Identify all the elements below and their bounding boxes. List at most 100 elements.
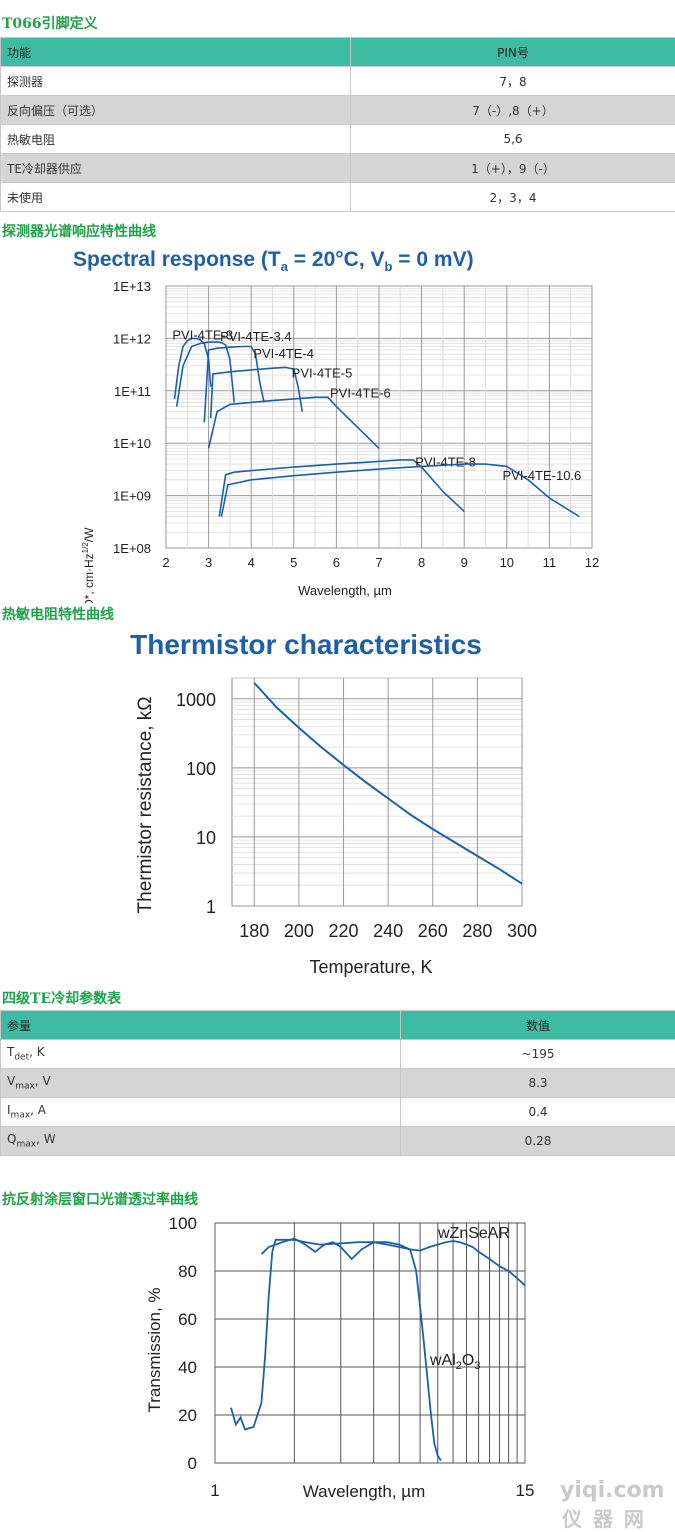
- pin-function-cell: 探测器: [1, 67, 351, 96]
- te-param-cell: Imax, A: [1, 1098, 401, 1127]
- window-y-tick: 0: [188, 1454, 197, 1473]
- pin-table: 功能 PIN号 探测器 7，8 反向偏压（可选） 7（-）,8（+） 热敏电阻 …: [0, 37, 675, 212]
- series-label-wznsear: wZnSeAR: [437, 1225, 510, 1242]
- thermistor-x-tick: 300: [507, 921, 537, 941]
- spectral-series-label: PVI-4TE-10.6: [503, 468, 582, 483]
- pin-number-cell: 7（-）,8（+）: [351, 96, 675, 125]
- te-table-header: 参量 数值: [1, 1011, 675, 1040]
- thermistor-x-tick: 200: [284, 921, 314, 941]
- thermistor-y-axis-label: Thermistor resistance, kΩ: [135, 697, 156, 914]
- pin-table-header: 功能 PIN号: [1, 38, 675, 67]
- spectral-x-axis-label: Wavelength, µm: [298, 583, 392, 598]
- te-param-subscript: max: [15, 1082, 35, 1092]
- pin-number-cell: 1（+），9（-）: [351, 154, 675, 183]
- spectral-x-tick: 10: [500, 555, 514, 570]
- spectral-y-tick: 1E+13: [113, 279, 151, 294]
- window-y-tick: 20: [178, 1406, 197, 1425]
- watermark-text: yiqi.com: [560, 1478, 665, 1503]
- window-y-tick: 40: [178, 1358, 197, 1377]
- te-param-unit: , V: [35, 1074, 51, 1088]
- thermistor-x-axis-label: Temperature, K: [309, 957, 432, 977]
- te-param-cell: Vmax, V: [1, 1069, 401, 1098]
- thermistor-x-tick: 180: [239, 921, 269, 941]
- thermistor-x-tick: 280: [462, 921, 492, 941]
- pin-number-cell: 7，8: [351, 67, 675, 96]
- spectral-x-tick: 9: [461, 555, 468, 570]
- table-row: 未使用 2，3，4: [1, 183, 675, 212]
- pin-header-pin: PIN号: [351, 38, 675, 67]
- table-row: 反向偏压（可选） 7（-）,8（+）: [1, 96, 675, 125]
- te-param-unit: , A: [30, 1103, 46, 1117]
- te-table: 参量 数值 Tdet, K ~195 Vmax, V 8.3 Imax, A 0…: [0, 1010, 675, 1156]
- te-param-symbol: V: [7, 1074, 15, 1088]
- te-param-cell: Tdet, K: [1, 1040, 401, 1069]
- thermistor-plot-area: [232, 678, 522, 906]
- te-header-param: 参量: [1, 1011, 401, 1040]
- spectral-y-axis-label: D*, cm·Hz1/2/W: [81, 527, 96, 603]
- thermistor-x-tick: 260: [418, 921, 448, 941]
- pin-section-title: T066引脚定义: [2, 13, 98, 33]
- table-row: TE冷却器供应 1（+），9（-）: [1, 154, 675, 183]
- thermistor-chart: Thermistor characteristics 180 200 220 240 2…: [0, 620, 675, 980]
- thermistor-y-tick: 100: [186, 759, 216, 779]
- te-value-cell: 0.4: [401, 1098, 675, 1127]
- te-param-subscript: max: [16, 1140, 36, 1150]
- te-param-subscript: det: [14, 1053, 29, 1063]
- spectral-series-label: PVI-4TE-5: [292, 365, 353, 380]
- spectral-x-tick: 8: [418, 555, 425, 570]
- spectral-series-label: PVI-4TE-8: [415, 454, 476, 469]
- spectral-y-tick: 1E+11: [114, 384, 151, 399]
- window-y-tick: 80: [178, 1262, 197, 1281]
- table-row: Tdet, K ~195: [1, 1040, 675, 1069]
- spectral-x-tick: 11: [543, 555, 557, 570]
- te-value-cell: 0.28: [401, 1127, 675, 1156]
- spectral-series-label: PVI-4TE-3.4: [220, 329, 292, 344]
- window-y-tick: 60: [178, 1310, 197, 1329]
- spectral-x-tick: 4: [248, 555, 255, 570]
- table-row: Vmax, V 8.3: [1, 1069, 675, 1098]
- pin-header-function: 功能: [1, 38, 351, 67]
- pin-function-cell: 反向偏压（可选）: [1, 96, 351, 125]
- spectral-x-tick: 6: [333, 555, 340, 570]
- spectral-y-tick: 1E+12: [113, 331, 151, 346]
- spectral-chart-title: Spectral response (Ta = 20°C, Vb = 0 mV): [73, 248, 474, 274]
- table-row: Qmax, W 0.28: [1, 1127, 675, 1156]
- te-param-unit: , W: [36, 1132, 56, 1146]
- table-row: Imax, A 0.4: [1, 1098, 675, 1127]
- te-value-cell: ~195: [401, 1040, 675, 1069]
- pin-function-cell: 热敏电阻: [1, 125, 351, 154]
- thermistor-y-tick: 1000: [176, 690, 216, 710]
- pin-function-cell: 未使用: [1, 183, 351, 212]
- pin-number-cell: 2，3，4: [351, 183, 675, 212]
- pin-function-cell: TE冷却器供应: [1, 154, 351, 183]
- spectral-x-tick: 12: [585, 555, 599, 570]
- table-row: 热敏电阻 5,6: [1, 125, 675, 154]
- thermistor-x-tick: 240: [373, 921, 403, 941]
- te-param-unit: , K: [29, 1045, 45, 1059]
- pin-number-cell: 5,6: [351, 125, 675, 154]
- window-x-tick: 15: [516, 1481, 535, 1500]
- spectral-chart: Spectral response (Ta = 20°C, Vb = 0 mV)…: [0, 238, 675, 603]
- thermistor-y-tick: 1: [206, 897, 216, 917]
- window-x-tick: 1: [210, 1481, 219, 1500]
- thermistor-chart-title: Thermistor characteristics: [130, 629, 482, 660]
- spectral-series-label: PVI-4TE-6: [330, 386, 391, 401]
- spectral-y-tick: 1E+10: [113, 436, 151, 451]
- window-y-axis-label: Transmission, %: [145, 1287, 164, 1412]
- te-param-subscript: max: [11, 1111, 31, 1121]
- window-y-tick: 100: [169, 1214, 197, 1233]
- te-section-title: 四级TE冷却参数表: [2, 988, 121, 1008]
- spectral-y-tick: 1E+08: [113, 541, 151, 556]
- te-header-value: 数值: [401, 1011, 675, 1040]
- spectral-y-tick: 1E+09: [113, 489, 151, 504]
- te-value-cell: 8.3: [401, 1069, 675, 1098]
- window-x-axis-label: Wavelength, µm: [303, 1482, 426, 1501]
- table-row: 探测器 7，8: [1, 67, 675, 96]
- thermistor-x-tick: 220: [329, 921, 359, 941]
- te-param-cell: Qmax, W: [1, 1127, 401, 1156]
- spectral-series-label: PVI-4TE-4: [253, 346, 314, 361]
- spectral-x-tick: 2: [162, 555, 169, 570]
- thermistor-y-tick: 10: [196, 828, 216, 848]
- watermark-subtext: 仪 器 网: [562, 1503, 646, 1532]
- spectral-x-tick: 3: [205, 555, 212, 570]
